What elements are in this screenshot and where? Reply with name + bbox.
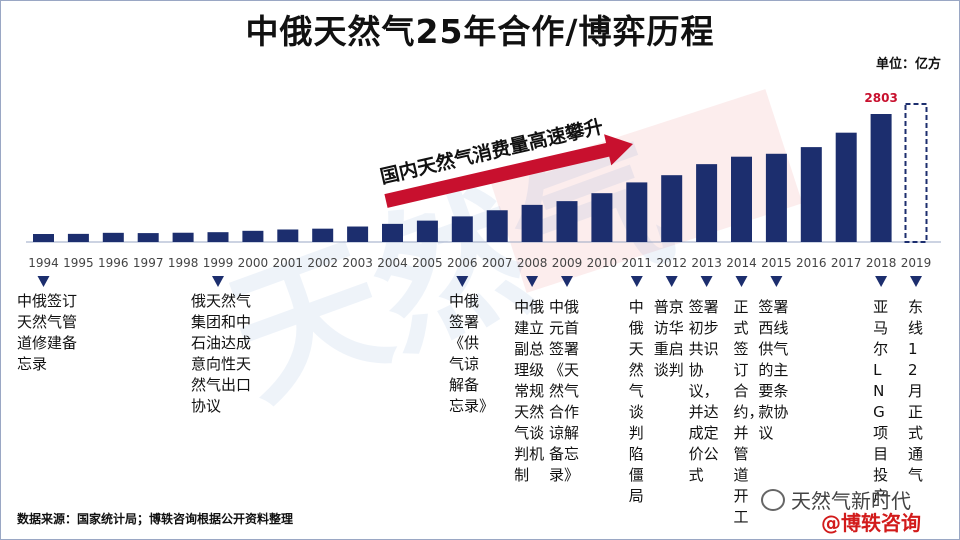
- tick-label-2000: 2000: [238, 256, 269, 270]
- event-note-1994: 中俄签订 天然气管 道修建备 忘录: [17, 292, 78, 373]
- event-note-2008: 中俄建立副总理级常规天然气谈判机制: [514, 298, 545, 484]
- event-note-2013: 签署初步共识协议，并达成定价公式: [688, 298, 719, 484]
- wechat-icon: [761, 489, 785, 511]
- bar-2000: [242, 230, 264, 242]
- event-note-2018: 亚马尔LNG项目投产: [873, 298, 889, 505]
- event-note-2011: 中俄天然气谈判陷僵局: [628, 298, 644, 505]
- bar-1997: [137, 233, 159, 242]
- tick-label-2004: 2004: [377, 256, 408, 270]
- tick-label-1996: 1996: [98, 256, 129, 270]
- bar-1994: [33, 234, 54, 242]
- tick-label-2001: 2001: [273, 256, 304, 270]
- data-source: 数据来源：国家统计局；博轶咨询根据公开资料整理: [17, 512, 294, 526]
- tick-label-2003: 2003: [342, 256, 373, 270]
- wechat-watermark-text: 天然气新时代: [791, 489, 911, 513]
- event-marker-2015: [770, 276, 783, 287]
- bar-2014: [731, 156, 752, 242]
- event-marker-2006: [456, 276, 469, 287]
- tick-label-2019: 2019: [901, 256, 932, 270]
- tick-label-2011: 2011: [622, 256, 653, 270]
- bar-2012: [661, 175, 683, 242]
- tick-label-1999: 1999: [203, 256, 234, 270]
- tick-label-2015: 2015: [761, 256, 792, 270]
- event-marker-2019: [910, 276, 922, 287]
- event-marker-2008: [526, 276, 539, 287]
- tick-label-2007: 2007: [482, 256, 513, 270]
- event-marker-2014: [735, 276, 748, 287]
- event-marker-1999: [212, 276, 224, 287]
- bar-2003: [347, 226, 369, 242]
- bar-2010: [591, 193, 613, 242]
- tick-label-2014: 2014: [726, 256, 757, 270]
- tick-label-2006: 2006: [447, 256, 478, 270]
- tick-label-1998: 1998: [168, 256, 199, 270]
- tick-label-2008: 2008: [517, 256, 548, 270]
- bar-2002: [312, 228, 334, 242]
- event-marker-2012: [665, 276, 678, 287]
- bar-2006: [451, 216, 473, 242]
- bar-1995: [67, 233, 89, 242]
- event-marker-1994: [37, 276, 50, 287]
- bar-2004: [382, 223, 403, 242]
- bar-2009: [556, 201, 578, 242]
- event-note-2015: 签署西线供气的主要条款协议: [758, 298, 789, 442]
- tick-label-2012: 2012: [656, 256, 687, 270]
- bar-2007: [486, 210, 508, 242]
- tick-label-2010: 2010: [587, 256, 618, 270]
- event-note-2019: 东线12月正式通气: [908, 298, 924, 484]
- tick-label-2016: 2016: [796, 256, 827, 270]
- tick-label-1995: 1995: [63, 256, 94, 270]
- data-label-2018: 2803: [864, 91, 897, 105]
- event-marker-2013: [700, 276, 713, 287]
- bar-1999: [207, 232, 229, 242]
- bar-1998: [172, 232, 194, 242]
- chart-title: 中俄天然气25年合作/博弈历程: [245, 12, 715, 51]
- tick-label-1997: 1997: [133, 256, 164, 270]
- bar-2018: [870, 114, 892, 242]
- bar-2019-projected: [904, 103, 928, 243]
- event-note-2009: 中俄元首签署《天然气合作谅解备忘录》: [549, 298, 580, 484]
- bar-2011: [626, 182, 648, 242]
- tick-label-2013: 2013: [691, 256, 722, 270]
- event-note-1999: 俄天然气 集团和中 石油达成 意向性天 然气出口 协议: [191, 292, 252, 415]
- bar-2017: [835, 132, 857, 242]
- unit-label: 单位：亿方: [875, 57, 941, 72]
- event-note-2006: 中俄 签署 《供 气谅 解备 忘录》: [449, 292, 495, 415]
- event-note-2014: 正式签订合约，并管道开工: [733, 298, 764, 526]
- tick-label-2018: 2018: [866, 256, 897, 270]
- bar-2005: [416, 220, 438, 242]
- tick-label-1994: 1994: [28, 256, 59, 270]
- brand-watermark: @博轶咨询: [821, 511, 921, 535]
- event-note-2012: 普京访华重启谈判: [653, 298, 684, 379]
- bar-2001: [277, 229, 299, 242]
- bar-2015: [765, 153, 787, 242]
- bar-2008: [521, 204, 543, 242]
- wechat-watermark: 天然气新时代: [761, 485, 911, 514]
- trend-arrow-shape: [384, 134, 634, 208]
- bar-2016: [800, 147, 822, 242]
- tick-label-2009: 2009: [552, 256, 583, 270]
- bar-1996: [102, 232, 124, 242]
- tick-label-2017: 2017: [831, 256, 862, 270]
- event-marker-2018: [875, 276, 888, 287]
- event-marker-2011: [630, 276, 643, 287]
- tick-label-2002: 2002: [307, 256, 338, 270]
- tick-label-2005: 2005: [412, 256, 443, 270]
- bar-2013: [696, 164, 718, 242]
- event-marker-2009: [561, 276, 573, 287]
